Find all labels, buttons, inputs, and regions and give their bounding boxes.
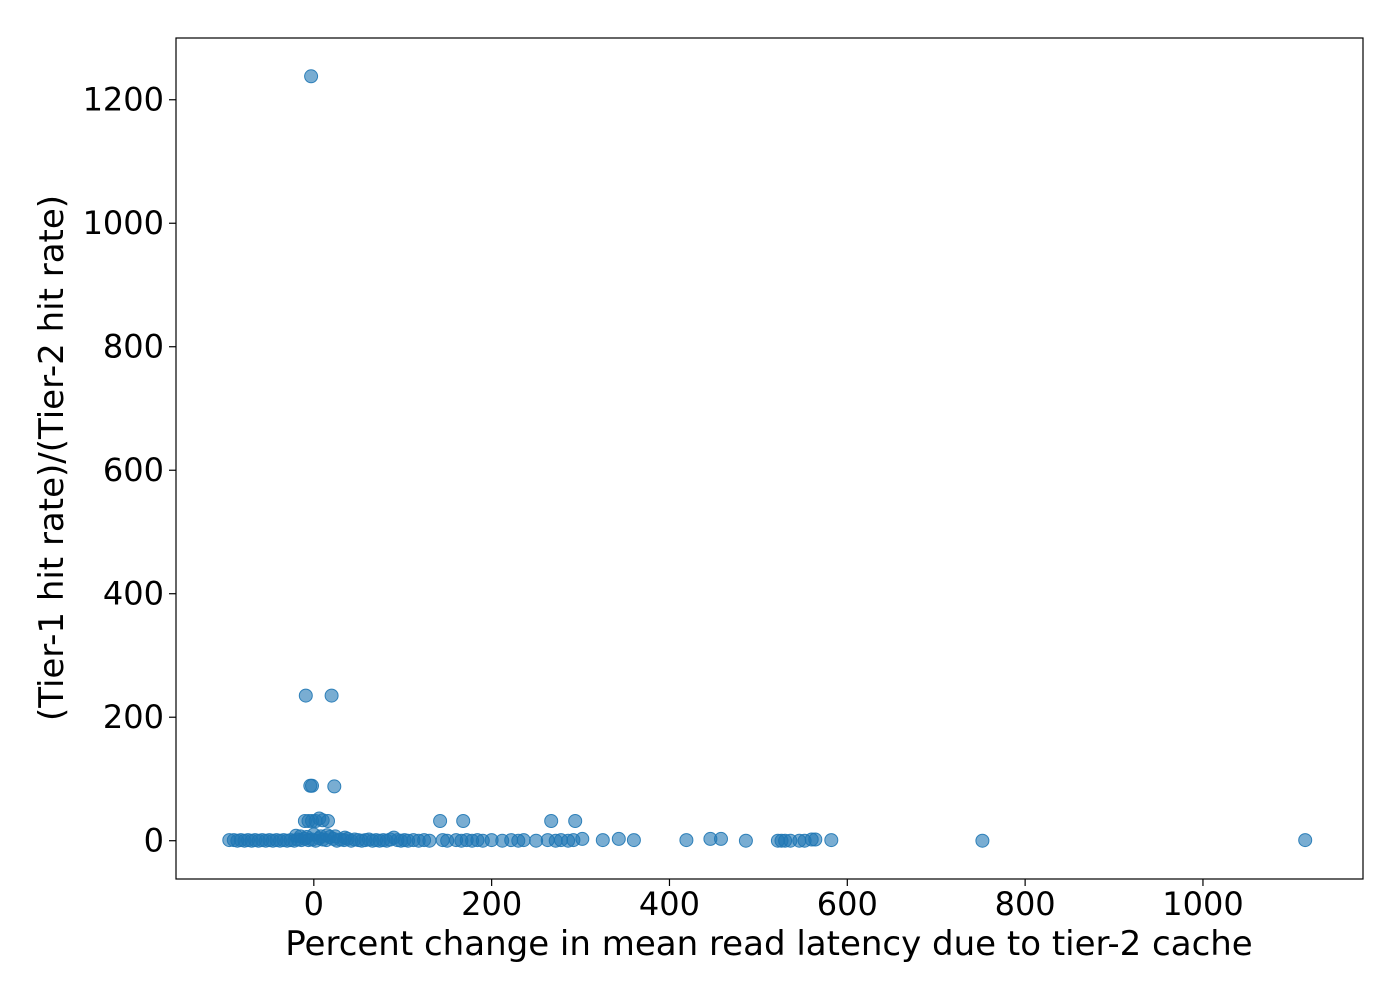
data-point — [738, 833, 753, 848]
data-point — [575, 831, 590, 846]
data-point — [975, 833, 990, 848]
data-point — [321, 814, 335, 828]
data-point — [1298, 833, 1313, 848]
plot-area — [175, 37, 1364, 880]
x-axis-label: Percent change in mean read latency due … — [285, 924, 1252, 964]
y-axis-ticks: 0 200 400 600 800 1000 1200 — [83, 81, 176, 860]
data-point — [324, 688, 339, 703]
y-tick-label: 400 — [103, 575, 164, 613]
y-axis-label: (Tier-1 hit rate)/(Tier-2 hit rate) — [32, 195, 72, 721]
data-point — [611, 831, 626, 846]
data-point — [456, 814, 471, 828]
data-point — [305, 778, 319, 793]
x-tick-label: 800 — [995, 885, 1056, 923]
data-point — [626, 833, 641, 848]
data-point — [679, 833, 694, 848]
data-point — [824, 833, 839, 848]
data-point — [595, 833, 610, 848]
data-point — [529, 833, 544, 848]
x-tick-label: 1000 — [1162, 885, 1243, 923]
y-tick-label: 0 — [144, 822, 164, 860]
data-point — [808, 832, 823, 847]
data-point — [544, 814, 559, 828]
y-tick-label: 1000 — [83, 204, 164, 242]
x-axis-ticks: 0 200 400 600 800 1000 — [304, 879, 1244, 923]
data-point — [298, 688, 313, 703]
data-points — [222, 69, 1313, 848]
x-tick-label: 400 — [639, 885, 700, 923]
data-point — [516, 833, 531, 848]
data-point — [714, 831, 728, 846]
y-tick-label: 1200 — [83, 81, 164, 119]
x-tick-label: 600 — [817, 885, 878, 923]
y-tick-label: 200 — [103, 698, 164, 736]
y-tick-label: 800 — [103, 328, 164, 366]
x-tick-label: 200 — [461, 885, 522, 923]
data-point — [433, 814, 448, 828]
x-tick-label: 0 — [304, 885, 324, 923]
y-tick-label: 600 — [103, 451, 164, 489]
data-point — [304, 69, 319, 84]
data-point — [337, 830, 352, 845]
data-point — [568, 814, 583, 828]
data-point — [422, 833, 437, 848]
data-point — [327, 779, 342, 794]
